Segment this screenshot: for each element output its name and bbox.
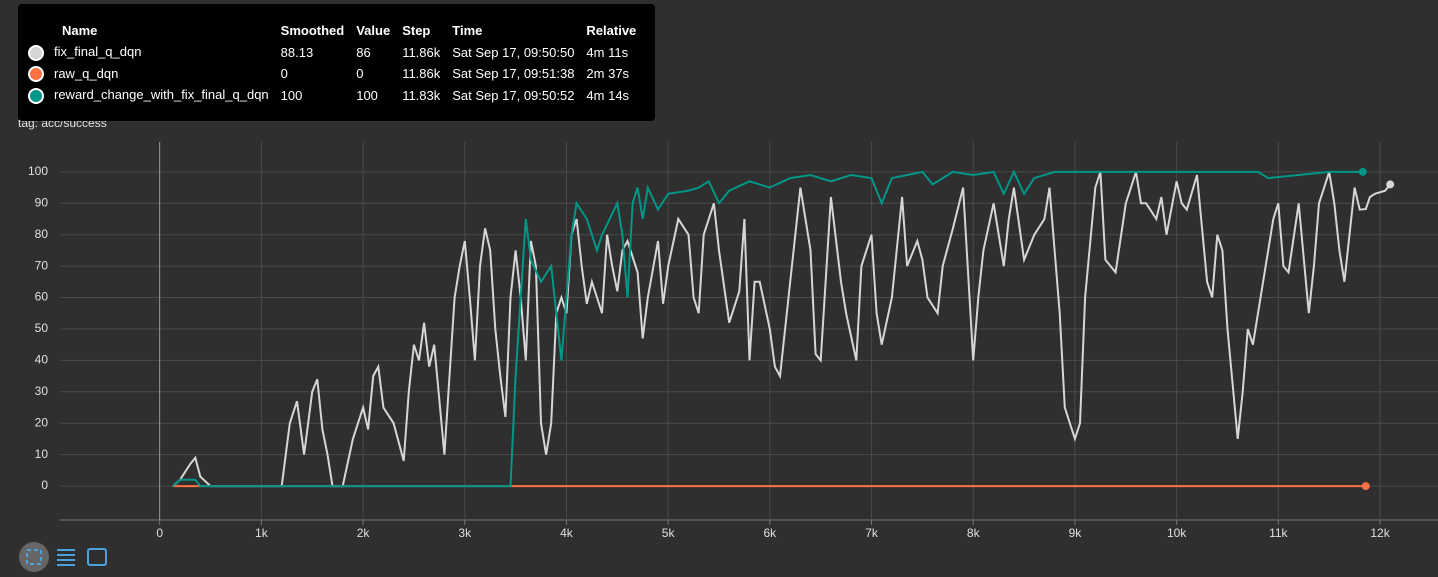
x-tick-label: 6k <box>764 526 778 540</box>
series-end-point <box>1361 482 1370 491</box>
series-line <box>172 169 1363 488</box>
y-tick-label: 50 <box>35 321 49 335</box>
tooltip-cell: 4m 11s <box>586 44 629 60</box>
y-tick-label: 80 <box>35 227 49 241</box>
tooltip-cell: 100 <box>356 87 378 103</box>
y-tick-label: 20 <box>35 415 49 429</box>
legend-label: raw_q_dqn <box>54 65 119 81</box>
x-tick-label: 0 <box>156 526 163 540</box>
series-end-point <box>1386 180 1395 189</box>
tooltip-header-cell: Relative <box>586 23 637 38</box>
tooltip-row: reward_change_with_fix_final_q_dqn 100 100… <box>28 85 648 107</box>
x-tick-label: 3k <box>458 526 472 540</box>
x-tick-label: 12k <box>1370 526 1390 540</box>
tooltip-name-cell: raw_q_dqn <box>28 64 281 86</box>
y-tick-label: 30 <box>35 384 49 398</box>
log-button[interactable] <box>57 549 75 566</box>
y-tick-label: 100 <box>28 164 48 178</box>
tooltip-cell: 4m 14s <box>586 87 630 103</box>
y-tick-label: 40 <box>35 353 49 367</box>
tooltip-row: fix_final_q_dqn 88.13 86 11.86k Sat Sep 17, … <box>28 42 648 64</box>
tooltip-cell: 0 <box>280 66 288 82</box>
y-tick-label: 10 <box>35 447 49 461</box>
zoom-button[interactable] <box>87 548 107 566</box>
legend-swatch <box>28 66 44 83</box>
tooltip-header-cell: Name <box>62 23 98 38</box>
fit-button[interactable] <box>19 542 49 572</box>
tooltip-name-cell: fix_final_q_dqn <box>28 42 281 64</box>
toolbar <box>19 542 107 572</box>
tooltip-cell: Sat Sep 17, 09:50:52 <box>452 87 575 103</box>
series-line <box>172 171 1391 488</box>
tooltip-cell: 11.83k <box>402 87 441 103</box>
tooltip-cell: 11.86k <box>402 66 441 82</box>
tooltip-header-cell: Smoothed <box>280 23 345 38</box>
tooltip-header-cell: Step <box>402 23 431 38</box>
tooltip-table: Name Smoothed Value Step Time Relative fix_fin… <box>28 20 648 107</box>
legend-label: fix_final_q_dqn <box>54 44 142 59</box>
y-tick-label: 60 <box>35 290 49 304</box>
x-tick-label: 2k <box>357 526 371 540</box>
tooltip-name-cell: reward_change_with_fix_final_q_dqn <box>28 85 281 107</box>
series-end-point <box>1358 167 1367 176</box>
tooltip-cell: 86 <box>356 44 371 60</box>
y-tick-label: 0 <box>41 478 48 492</box>
legend-swatch <box>28 44 44 61</box>
x-tick-label: 9k <box>1069 526 1083 540</box>
x-tick-label: 11k <box>1269 526 1288 540</box>
tooltip-cell: 0 <box>356 66 364 82</box>
tooltip-cell: 88.13 <box>280 44 314 60</box>
tooltip-cell: 11.86k <box>402 44 441 60</box>
tooltip-cell: Sat Sep 17, 09:50:50 <box>452 44 575 60</box>
x-tick-label: 4k <box>560 526 574 540</box>
x-tick-label: 1k <box>255 526 269 540</box>
x-tick-label: 8k <box>967 526 981 540</box>
tooltip-cell: 2m 37s <box>586 66 630 82</box>
x-tick-label: 5k <box>662 526 676 540</box>
legend-swatch <box>28 87 44 104</box>
tooltip-cell: Sat Sep 17, 09:51:38 <box>452 66 575 82</box>
tooltip-header-cell: Time <box>452 23 483 38</box>
tooltip-row: raw_q_dqn 0 0 11.86k Sat Sep 17, 09:51:38 2m … <box>28 64 648 86</box>
fit-icon <box>26 549 42 565</box>
tooltip-header: Name Smoothed Value Step Time Relative <box>28 20 648 42</box>
tooltip-cell: 100 <box>280 87 303 103</box>
x-tick-label: 10k <box>1167 526 1187 540</box>
legend-label: reward_change_with_fix_final_q_dqn <box>54 87 269 103</box>
y-tick-label: 90 <box>35 195 49 209</box>
tooltip: Name Smoothed Value Step Time Relative fix_fin… <box>18 4 655 121</box>
y-tick-label: 70 <box>35 258 49 272</box>
x-tick-label: 7k <box>865 526 879 540</box>
tooltip-header-cell: Value <box>356 23 391 38</box>
